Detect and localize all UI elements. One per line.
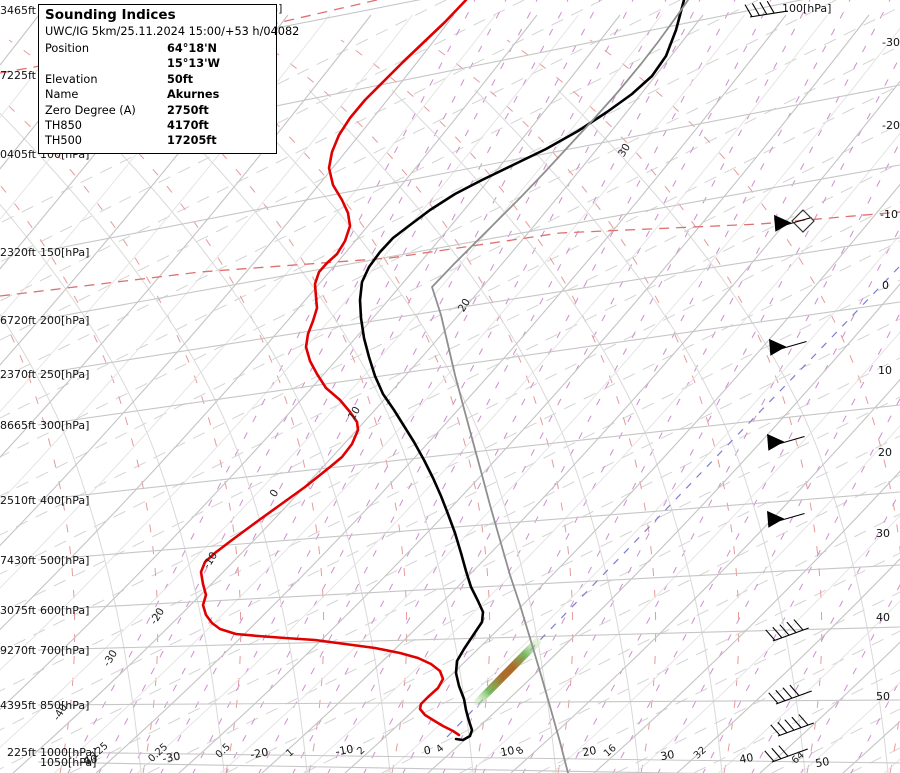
svg-text:400[hPa]: 400[hPa] xyxy=(40,494,89,507)
svg-text:-10: -10 xyxy=(880,208,898,221)
svg-text:17430ft: 17430ft xyxy=(0,554,37,567)
svg-text:300[hPa]: 300[hPa] xyxy=(40,419,89,432)
svg-text:10: 10 xyxy=(499,744,515,759)
wind-barb-icon xyxy=(767,433,805,451)
svg-text:20: 20 xyxy=(581,744,597,759)
svg-text:2: 2 xyxy=(355,745,367,757)
legend-label: TH850 xyxy=(45,119,82,133)
svg-text:-30: -30 xyxy=(882,36,900,49)
legend-value: 2750ft xyxy=(167,103,209,117)
svg-text:20: 20 xyxy=(878,446,892,459)
reference-atmosphere-curve xyxy=(431,0,689,773)
svg-text:0: 0 xyxy=(423,744,432,758)
svg-text:-20: -20 xyxy=(148,606,167,627)
svg-text:150[hPa]: 150[hPa] xyxy=(40,246,89,259)
svg-text:1000[hPa]: 1000[hPa] xyxy=(40,746,96,759)
svg-text:600[hPa]: 600[hPa] xyxy=(40,604,89,617)
legend-value: 64°18'N 15°13'W xyxy=(167,42,221,71)
dry-adiabat-lines xyxy=(0,89,889,773)
legend-label: Name xyxy=(45,88,79,102)
wind-barb-icon xyxy=(744,0,788,18)
svg-text:-30: -30 xyxy=(161,750,181,766)
wind-barbs xyxy=(744,0,814,763)
svg-text:4: 4 xyxy=(434,743,446,755)
wind-barb-icon xyxy=(768,684,812,705)
legend-row-zero-degree: Zero Degree (A) 2750ft xyxy=(45,103,270,118)
svg-text:40: 40 xyxy=(876,611,890,624)
legend-title: Sounding Indices xyxy=(45,7,176,23)
svg-text:-30: -30 xyxy=(101,648,120,669)
svg-text:8: 8 xyxy=(514,745,526,757)
legend-value: 17205ft xyxy=(167,134,217,148)
legend-row-name: Name Akurnes xyxy=(45,87,270,102)
svg-text:28665ft: 28665ft xyxy=(0,419,37,432)
legend-value: 50ft xyxy=(167,72,194,86)
svg-text:50: 50 xyxy=(814,755,830,770)
svg-text:-40: -40 xyxy=(78,753,98,769)
cape-highlight-segment xyxy=(474,638,541,706)
svg-text:50405ft: 50405ft xyxy=(0,148,37,161)
svg-text:57225ft: 57225ft xyxy=(0,69,37,82)
svg-text:850[hPa]: 850[hPa] xyxy=(40,699,89,712)
svg-text:50: 50 xyxy=(876,690,890,703)
svg-text:1050[hPa]: 1050[hPa] xyxy=(40,756,96,769)
temperature-axis-labels: -40 -30 -20 -10 0 10 20 30 40 50-30-20-1001020304… xyxy=(78,36,900,770)
svg-text:0: 0 xyxy=(268,487,282,499)
wind-barb-icon xyxy=(767,510,805,528)
svg-text:42320ft: 42320ft xyxy=(0,246,37,259)
svg-text:1: 1 xyxy=(284,747,296,759)
svg-text:22510ft: 22510ft xyxy=(0,494,37,507)
wind-barb-icon xyxy=(770,714,814,737)
svg-text:9270ft: 9270ft xyxy=(0,644,37,657)
legend-label: Position xyxy=(45,42,89,55)
svg-text:0: 0 xyxy=(882,279,889,292)
svg-text:16: 16 xyxy=(602,743,619,760)
svg-text:10: 10 xyxy=(346,405,363,423)
svg-text:250[hPa]: 250[hPa] xyxy=(40,368,89,381)
svg-text:10: 10 xyxy=(878,364,892,377)
legend-label: TH500 xyxy=(45,134,82,148)
wind-barb-icon xyxy=(769,338,807,356)
svg-text:700[hPa]: 700[hPa] xyxy=(40,644,89,657)
temperature-curve xyxy=(358,0,686,742)
svg-text:200[hPa]: 200[hPa] xyxy=(40,314,89,327)
svg-text:-20: -20 xyxy=(249,746,269,762)
svg-text:225ft: 225ft xyxy=(7,746,37,759)
svg-text:100[hPa]: 100[hPa] xyxy=(782,2,831,15)
svg-text:40: 40 xyxy=(738,751,754,766)
diamond-marker xyxy=(791,209,815,233)
svg-text:30: 30 xyxy=(659,748,675,763)
svg-text:30: 30 xyxy=(616,142,633,160)
svg-text:30: 30 xyxy=(876,527,890,540)
wind-barb-icon xyxy=(764,745,808,763)
sounding-indices-panel: Sounding Indices UWC/IG 5km/25.11.2024 1… xyxy=(38,4,300,154)
svg-text:-10: -10 xyxy=(334,743,354,759)
wind-barb-icon xyxy=(765,619,809,642)
altitude-axis-labels: 63465ft 57225ft 50405ft 42320ft 36720ft 32370… xyxy=(0,4,37,759)
svg-text:500[hPa]: 500[hPa] xyxy=(40,554,89,567)
legend-row-th850: TH850 4170ft xyxy=(45,118,270,133)
dewpoint-curve xyxy=(199,0,468,737)
red-dashed-adiabat-lines xyxy=(0,39,900,773)
svg-text:0.5: 0.5 xyxy=(214,742,233,761)
svg-text:-20: -20 xyxy=(882,119,900,132)
svg-text:36720ft: 36720ft xyxy=(0,314,37,327)
svg-text:63465ft: 63465ft xyxy=(0,4,37,17)
legend-value: Akurnes xyxy=(167,88,220,102)
legend-row-th500: TH500 17205ft xyxy=(45,133,270,148)
svg-text:13075ft: 13075ft xyxy=(0,604,37,617)
legend-source-line: UWC/IG 5km/25.11.2024 15:00/+53 h/04082 xyxy=(45,25,300,38)
legend-row-elevation: Elevation 50ft xyxy=(45,72,270,87)
legend-label: Zero Degree (A) xyxy=(45,103,136,117)
legend-row-position: Position 64°18'N 15°13'W xyxy=(45,41,270,72)
svg-text:32370ft: 32370ft xyxy=(0,368,37,381)
svg-text:4395ft: 4395ft xyxy=(0,699,37,712)
legend-label: Elevation xyxy=(45,72,98,86)
legend-value: 4170ft xyxy=(167,119,209,133)
